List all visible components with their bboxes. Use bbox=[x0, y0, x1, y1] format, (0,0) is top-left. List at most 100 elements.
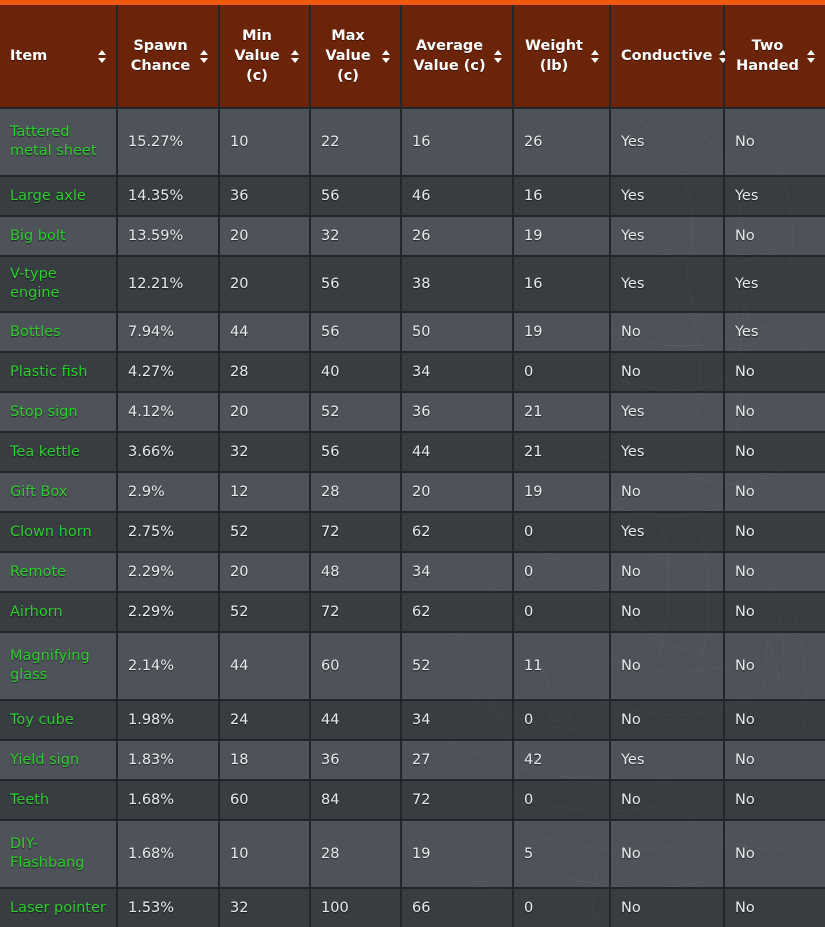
column-header-max-value[interactable]: Max Value (c) bbox=[310, 5, 402, 109]
column-header-label: Max Value (c) bbox=[325, 28, 371, 84]
item-link[interactable]: Tea kettle bbox=[10, 443, 80, 460]
table-row: Airhorn 2.29% 52 72 62 0 No No bbox=[0, 592, 825, 633]
cell-two-handed: No bbox=[724, 432, 825, 473]
cell-min-value: 20 bbox=[219, 552, 311, 593]
cell-max-value: 48 bbox=[310, 552, 402, 593]
sort-icon[interactable] bbox=[381, 48, 390, 64]
cell-conductive: No bbox=[610, 820, 725, 889]
sort-icon[interactable] bbox=[806, 48, 815, 64]
cell-spawn-chance: 2.29% bbox=[117, 552, 220, 593]
cell-min-value: 60 bbox=[219, 780, 311, 821]
cell-item: Laser pointer bbox=[0, 888, 118, 927]
cell-weight: 0 bbox=[513, 352, 611, 393]
cell-max-value: 28 bbox=[310, 820, 402, 889]
item-link[interactable]: Teeth bbox=[10, 791, 50, 808]
cell-weight: 21 bbox=[513, 392, 611, 433]
item-link[interactable]: Airhorn bbox=[10, 603, 63, 620]
item-link[interactable]: DIY-Flashbang bbox=[10, 836, 85, 871]
sort-icon[interactable] bbox=[290, 48, 299, 64]
cell-item: Remote bbox=[0, 552, 118, 593]
sort-icon[interactable] bbox=[97, 48, 106, 64]
cell-conductive: No bbox=[610, 312, 725, 353]
cell-spawn-chance: 2.29% bbox=[117, 592, 220, 633]
cell-spawn-chance: 15.27% bbox=[117, 108, 220, 177]
cell-spawn-chance: 3.66% bbox=[117, 432, 220, 473]
column-header-conductive[interactable]: Conductive bbox=[610, 5, 727, 109]
cell-item: Airhorn bbox=[0, 592, 118, 633]
item-link[interactable]: Gift Box bbox=[10, 483, 68, 500]
cell-conductive: Yes bbox=[610, 392, 725, 433]
item-link[interactable]: Big bolt bbox=[10, 227, 66, 244]
column-header-label: Spawn Chance bbox=[130, 38, 191, 74]
column-header-label: Conductive bbox=[621, 48, 713, 64]
column-header-average-value[interactable]: Average Value (c) bbox=[401, 5, 514, 109]
sort-icon[interactable] bbox=[493, 48, 502, 64]
column-header-weight[interactable]: Weight (lb) bbox=[513, 5, 611, 109]
cell-min-value: 32 bbox=[219, 432, 311, 473]
cell-two-handed: Yes bbox=[724, 256, 825, 313]
cell-weight: 19 bbox=[513, 312, 611, 353]
cell-item: Large axle bbox=[0, 176, 118, 217]
cell-item: V-type engine bbox=[0, 256, 118, 313]
sort-icon[interactable] bbox=[590, 48, 599, 64]
item-link[interactable]: Large axle bbox=[10, 187, 86, 204]
sort-icon[interactable] bbox=[718, 48, 727, 64]
item-link[interactable]: Yield sign bbox=[10, 751, 80, 768]
item-link[interactable]: Stop sign bbox=[10, 403, 78, 420]
item-link[interactable]: V-type engine bbox=[10, 266, 60, 301]
cell-item: DIY-Flashbang bbox=[0, 820, 118, 889]
item-link[interactable]: Plastic fish bbox=[10, 363, 88, 380]
cell-spawn-chance: 2.14% bbox=[117, 632, 220, 701]
cell-min-value: 20 bbox=[219, 256, 311, 313]
item-link[interactable]: Remote bbox=[10, 563, 66, 580]
item-link[interactable]: Laser pointer bbox=[10, 899, 106, 916]
cell-average-value: 44 bbox=[401, 432, 514, 473]
cell-two-handed: No bbox=[724, 108, 825, 177]
table-body: Tattered metal sheet 15.27% 10 22 16 26 Yes No L… bbox=[0, 108, 825, 927]
table-row: Plastic fish 4.27% 28 40 34 0 No No bbox=[0, 352, 825, 393]
cell-spawn-chance: 1.68% bbox=[117, 820, 220, 889]
cell-average-value: 66 bbox=[401, 888, 514, 927]
table-row: Gift Box 2.9% 12 28 20 19 No No bbox=[0, 472, 825, 513]
accent-top-bar bbox=[0, 0, 825, 5]
cell-conductive: Yes bbox=[610, 176, 725, 217]
cell-conductive: Yes bbox=[610, 256, 725, 313]
cell-average-value: 34 bbox=[401, 700, 514, 741]
cell-spawn-chance: 12.21% bbox=[117, 256, 220, 313]
item-link[interactable]: Tattered metal sheet bbox=[10, 124, 97, 159]
cell-item: Magnifying glass bbox=[0, 632, 118, 701]
cell-spawn-chance: 4.12% bbox=[117, 392, 220, 433]
item-link[interactable]: Clown horn bbox=[10, 523, 92, 540]
sort-icon[interactable] bbox=[199, 48, 208, 64]
cell-average-value: 36 bbox=[401, 392, 514, 433]
cell-conductive: No bbox=[610, 700, 725, 741]
column-header-min-value[interactable]: Min Value (c) bbox=[219, 5, 311, 109]
header-row: Item Spawn Chance Min Value (c) bbox=[0, 5, 825, 109]
cell-spawn-chance: 2.9% bbox=[117, 472, 220, 513]
cell-weight: 16 bbox=[513, 176, 611, 217]
cell-average-value: 50 bbox=[401, 312, 514, 353]
cell-average-value: 27 bbox=[401, 740, 514, 781]
column-header-item[interactable]: Item bbox=[0, 5, 118, 109]
cell-average-value: 72 bbox=[401, 780, 514, 821]
cell-item: Clown horn bbox=[0, 512, 118, 553]
cell-two-handed: No bbox=[724, 592, 825, 633]
loot-table: Item Spawn Chance Min Value (c) bbox=[0, 5, 825, 927]
column-header-label: Weight (lb) bbox=[525, 38, 583, 74]
cell-two-handed: No bbox=[724, 392, 825, 433]
column-header-spawn-chance[interactable]: Spawn Chance bbox=[117, 5, 220, 109]
cell-max-value: 100 bbox=[310, 888, 402, 927]
cell-spawn-chance: 1.83% bbox=[117, 740, 220, 781]
cell-weight: 0 bbox=[513, 552, 611, 593]
cell-conductive: Yes bbox=[610, 216, 725, 257]
table-header: Item Spawn Chance Min Value (c) bbox=[0, 5, 825, 109]
item-link[interactable]: Magnifying glass bbox=[10, 648, 90, 683]
column-header-label: Item bbox=[10, 48, 48, 64]
cell-weight: 0 bbox=[513, 592, 611, 633]
cell-conductive: No bbox=[610, 592, 725, 633]
item-link[interactable]: Bottles bbox=[10, 323, 61, 340]
item-link[interactable]: Toy cube bbox=[10, 711, 74, 728]
cell-average-value: 34 bbox=[401, 352, 514, 393]
column-header-two-handed[interactable]: Two Handed bbox=[724, 5, 825, 109]
cell-min-value: 52 bbox=[219, 512, 311, 553]
